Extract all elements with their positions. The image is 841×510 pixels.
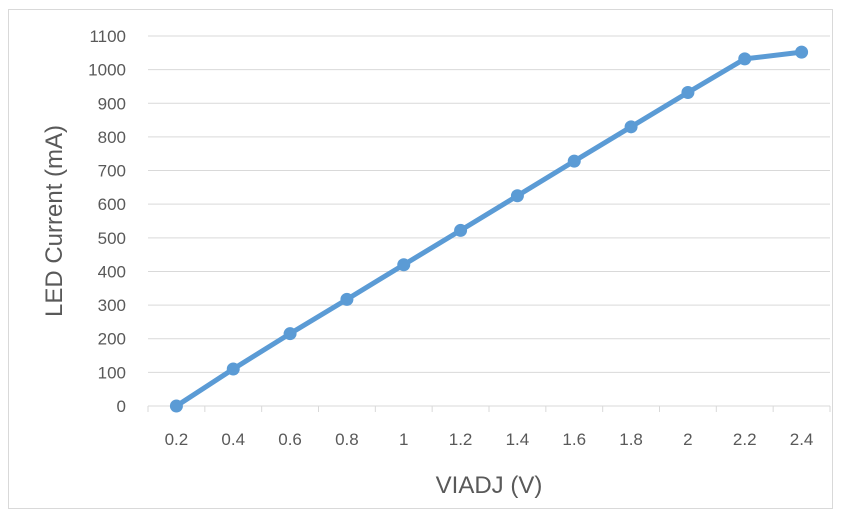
y-tick-label: 100: [98, 363, 126, 382]
y-tick-label: 800: [98, 128, 126, 147]
y-axis-title: LED Current (mA): [41, 125, 68, 317]
data-point: [795, 45, 809, 59]
chart-area: [8, 9, 833, 509]
x-tick-label: 2: [683, 430, 692, 449]
y-tick-label: 600: [98, 195, 126, 214]
data-point: [567, 154, 581, 168]
x-tick-label: 0.6: [278, 430, 302, 449]
x-tick-label: 1.4: [506, 430, 530, 449]
y-tick-label: 900: [98, 94, 126, 113]
y-tick-label: 1000: [88, 61, 126, 80]
data-point: [738, 52, 752, 66]
y-axis: 0 100 200 300 400 500 600 700 800 900 1000 1100: [88, 27, 126, 416]
x-tick-label: 2.4: [790, 430, 814, 449]
series-line: [173, 49, 805, 409]
data-point: [510, 189, 524, 203]
y-tick-label: 500: [98, 229, 126, 248]
x-axis-title: VIADJ (V): [436, 472, 543, 499]
x-tick-label: 0.4: [221, 430, 245, 449]
data-point: [624, 120, 638, 134]
x-tick-label: 1.8: [619, 430, 643, 449]
x-tick-label: 0.8: [335, 430, 359, 449]
x-tick-label: 0.2: [165, 430, 189, 449]
data-point: [283, 327, 297, 341]
data-point: [169, 399, 183, 413]
series-layer: [169, 45, 809, 413]
data-point: [454, 223, 468, 237]
data-point: [397, 258, 411, 272]
x-tick-label: 1: [399, 430, 408, 449]
x-tick-label: 2.2: [733, 430, 757, 449]
x-tick-label: 1.6: [562, 430, 586, 449]
data-point: [681, 86, 695, 100]
data-point: [226, 362, 240, 376]
y-tick-label: 1100: [89, 27, 126, 46]
x-tick-label: 1.2: [449, 430, 473, 449]
data-point: [340, 292, 354, 306]
y-tick-label: 300: [98, 296, 126, 315]
y-tick-label: 700: [98, 162, 126, 181]
y-tick-label: 0: [117, 397, 126, 416]
y-tick-label: 200: [98, 330, 126, 349]
gridlines: [148, 35, 830, 373]
y-tick-label: 400: [98, 262, 126, 281]
x-axis-ticks: 0.2 0.4 0.6 0.8 1 1.2 1.4 1.6 1.8 2 2.2 2.4: [147, 406, 831, 449]
